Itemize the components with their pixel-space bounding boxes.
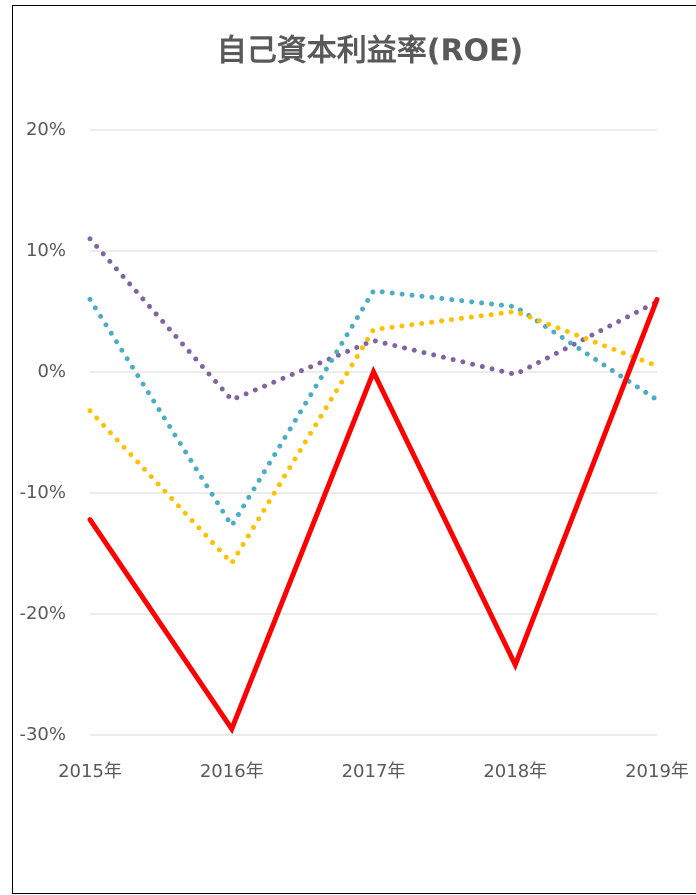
series-line (87, 296, 660, 735)
x-tick-label: 2019年 (625, 761, 689, 782)
y-tick-label: -30% (19, 724, 66, 745)
y-tick-label: 0% (37, 361, 66, 382)
y-tick-label: -20% (19, 603, 66, 624)
x-tick-label: 2015年 (58, 761, 122, 782)
y-tick-label: 20% (26, 119, 66, 140)
series-line (87, 288, 660, 531)
series-line (87, 236, 660, 403)
series-line (87, 308, 660, 568)
x-tick-label: 2018年 (483, 761, 547, 782)
x-tick-label: 2017年 (342, 761, 406, 782)
x-tick-label: 2016年 (200, 761, 264, 782)
y-tick-label: -10% (19, 482, 66, 503)
y-tick-label: 10% (26, 240, 66, 261)
chart-frame (12, 5, 696, 894)
chart-title: 自己資本利益率(ROE) (217, 34, 524, 69)
